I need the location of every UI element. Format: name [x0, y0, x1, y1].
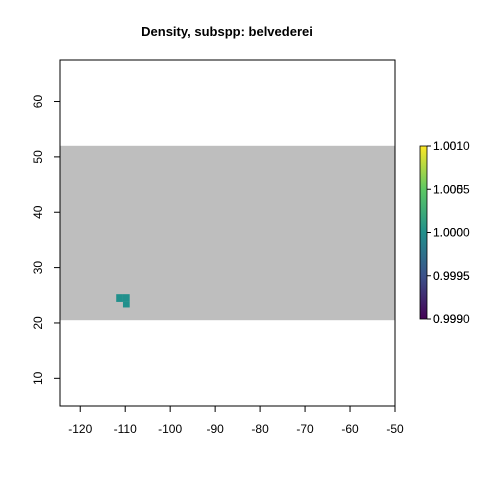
y-tick-label: 40 [31, 205, 45, 219]
y-axis: 10 20 30 40 50 60 [31, 95, 61, 385]
x-tick-label: -100 [158, 422, 182, 436]
color-legend: 0.99900.9990.99950.99951.00001.0001.0005… [419, 139, 470, 326]
x-tick-label: -120 [68, 422, 92, 436]
y-tick-label: 10 [31, 371, 45, 385]
legend-tick-label-overlap: 0.999 [433, 312, 463, 326]
x-tick-label: -70 [296, 422, 314, 436]
density-cell-3 [122, 301, 130, 308]
legend-tick-label: 0.9990 [433, 312, 470, 326]
background-band [60, 145, 395, 321]
x-tick-label: -110 [114, 422, 137, 436]
y-tick-label: 60 [31, 95, 45, 109]
chart-title: Density, subspp: belvederei [141, 24, 313, 39]
legend-tick-label-overlap: 1.005 [433, 182, 463, 196]
y-tick-label: 30 [31, 261, 45, 275]
density-cell-1 [116, 294, 123, 302]
x-tick-label: -60 [341, 422, 359, 436]
legend-tick-label-overlap: 1.001 [433, 139, 463, 153]
density-cell-2 [122, 294, 130, 302]
y-tick-label: 20 [31, 316, 45, 330]
plot-area [59, 59, 396, 407]
legend-tick-label-overlap: 0.9995 [433, 269, 470, 283]
legend-color-bar [419, 145, 428, 320]
legend-tick-label: 0.9995 [433, 269, 470, 283]
x-tick-label: -50 [386, 422, 404, 436]
x-axis: -120 -110 -100 -90 -80 -70 -60 -50 [68, 405, 404, 436]
legend-tick-label: 1.0010 [433, 139, 470, 153]
x-tick-label: -90 [206, 422, 224, 436]
x-tick-label: -80 [251, 422, 269, 436]
legend-tick-label: 1.0005 [433, 182, 470, 196]
legend-tick-label-overlap: 1.000 [433, 226, 463, 240]
legend-tick-label: 1.0000 [433, 226, 470, 240]
y-tick-label: 50 [31, 150, 45, 164]
